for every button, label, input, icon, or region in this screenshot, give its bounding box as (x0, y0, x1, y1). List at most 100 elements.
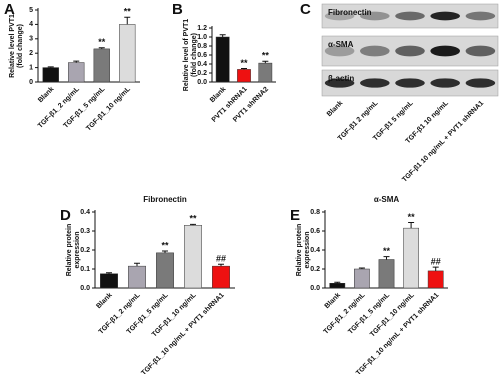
y-tick-label: 0.0 (197, 79, 207, 86)
panel-label: D (60, 207, 71, 224)
y-tick-label: 4 (29, 21, 33, 28)
blot-label: β-actin (328, 74, 354, 83)
blot-band (465, 78, 496, 88)
bar (100, 273, 118, 289)
x-tick-label: TGF-β1 10 ng/mL + PVT1 shRNA1 (401, 100, 485, 184)
x-tick-label: Blank (209, 86, 228, 105)
significance: ** (161, 240, 169, 250)
error-bar (134, 262, 140, 267)
error-bar (124, 16, 131, 25)
error-bar (190, 223, 196, 226)
y-tick-label: 1.0 (197, 34, 207, 41)
bar (329, 283, 346, 289)
bar (258, 62, 273, 83)
y-tick-label: 0.4 (197, 61, 207, 68)
error-bar (98, 47, 105, 49)
y-tick-label: 3 (29, 36, 33, 43)
y-tick-label: 0.3 (80, 228, 90, 235)
y-tick-label: 1.2 (197, 25, 207, 32)
panel-label: A (4, 1, 15, 18)
y-tick-label: 2 (29, 50, 33, 57)
x-tick-label: Blank (37, 86, 56, 105)
blot-band (465, 45, 496, 57)
blot-band (324, 11, 355, 21)
bar (42, 67, 59, 83)
blot-band (465, 11, 496, 21)
y-tick-label: 0.6 (310, 228, 320, 235)
error-bar (162, 250, 168, 253)
blot-band (430, 78, 460, 88)
y-tick-label: 0.2 (80, 247, 90, 254)
significance: ** (124, 7, 132, 17)
y-tick-label: 0.1 (80, 266, 90, 273)
blot-band (395, 11, 425, 21)
blot-band (360, 11, 390, 21)
y-tick-label: 0.8 (197, 43, 207, 50)
y-axis-label: Relative protein (66, 224, 73, 277)
panel-label: C (300, 1, 311, 18)
y-axis-label: (fold change) (191, 33, 198, 77)
x-tick-label: TGF-β1_10 ng/mL (369, 291, 416, 338)
bar (93, 48, 110, 83)
error-bar (383, 256, 390, 260)
error-bar (432, 266, 439, 271)
error-bar (218, 263, 224, 267)
y-tick-label: 0.2 (310, 266, 320, 273)
blot-band (324, 78, 355, 88)
significance: ## (431, 256, 441, 266)
blot-band (324, 45, 355, 57)
blot-band (430, 11, 460, 21)
y-tick-label: 0.4 (80, 209, 90, 216)
error-bar (106, 272, 112, 274)
x-tick-label: TGF-β1_10 ng/mL (85, 85, 132, 132)
x-tick-label: Blank (324, 292, 343, 311)
error-bar (73, 60, 80, 63)
blot-band (395, 78, 425, 88)
y-tick-label: 0.0 (310, 285, 320, 292)
y-tick-label: 1 (29, 64, 33, 71)
error-bar (219, 34, 226, 37)
blot-band (430, 45, 460, 57)
significance: ## (216, 254, 226, 264)
bar (68, 62, 85, 83)
error-bar (358, 267, 365, 269)
blot-label: Fibronectin (328, 8, 372, 17)
error-bar (241, 68, 247, 70)
blot-label: α-SMA (328, 40, 354, 49)
significance: ** (383, 246, 391, 256)
blot-band (360, 78, 390, 88)
x-tick-label: TGF-β1_2 ng/mL (323, 291, 368, 336)
bar (237, 69, 251, 83)
significance: ** (262, 51, 270, 61)
significance: ** (98, 37, 106, 47)
bar (212, 265, 230, 289)
bar (184, 225, 202, 289)
y-axis-label: expression (304, 232, 311, 269)
bar (156, 252, 174, 289)
bar (119, 24, 136, 83)
chart-title: Fibronectin (143, 195, 187, 204)
x-tick-label: Blank (95, 292, 114, 311)
bar (128, 265, 146, 289)
y-tick-label: 0.6 (197, 52, 207, 59)
significance: ** (408, 212, 416, 222)
panel-label: E (290, 207, 300, 224)
bar (378, 259, 395, 289)
y-tick-label: 0.8 (310, 209, 320, 216)
error-bar (334, 281, 341, 284)
y-tick-label: 5 (29, 7, 33, 14)
y-axis-label: Relative protein (296, 224, 303, 277)
error-bar (262, 60, 269, 64)
y-axis-label: (fold change) (17, 24, 24, 68)
y-tick-label: 0.2 (197, 70, 207, 77)
y-axis-label: Relative level of PVT1 (183, 19, 190, 91)
blot-band (360, 45, 390, 57)
bar (427, 270, 444, 289)
y-axis-label: Relative level PVT1 (9, 14, 16, 78)
panel-label: B (172, 1, 183, 18)
bar (354, 268, 370, 289)
x-tick-label: TGF-β1_5 ng/mL (347, 291, 392, 336)
error-bar (47, 66, 54, 68)
error-bar (408, 221, 415, 229)
